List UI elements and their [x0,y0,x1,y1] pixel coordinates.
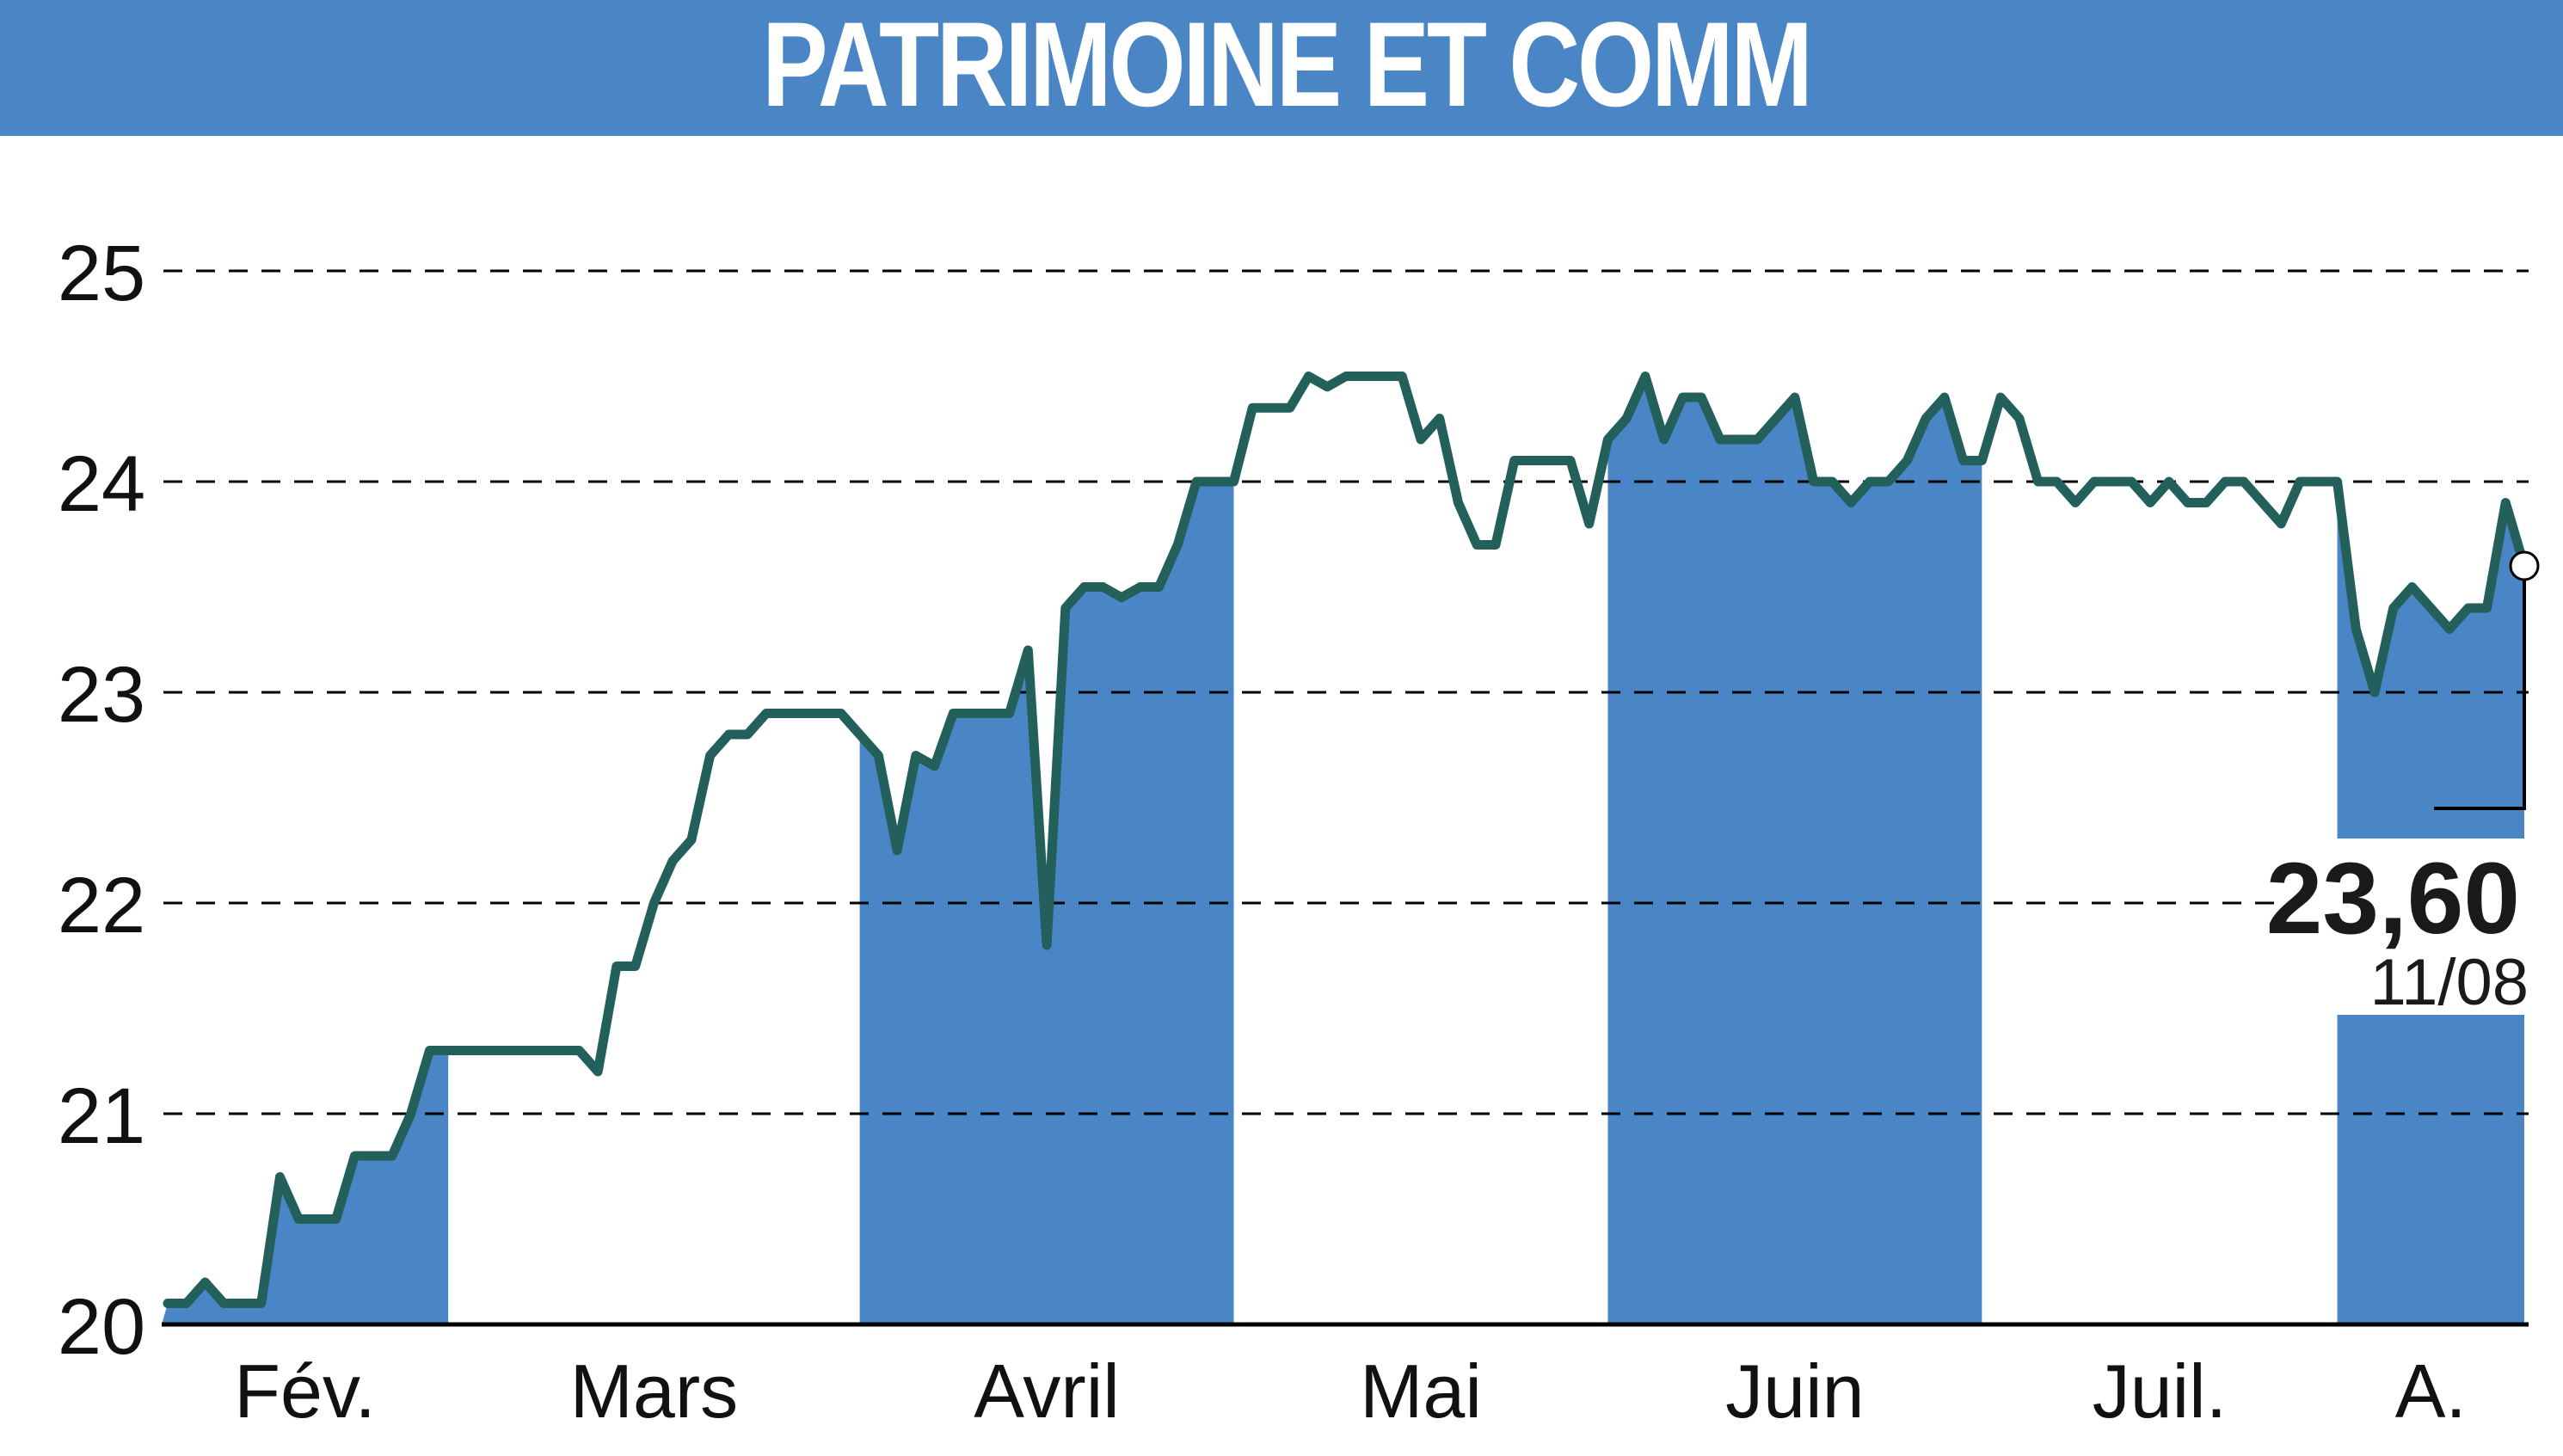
month-bands [162,376,2524,1324]
last-value-label: 23,60 [2266,842,2520,955]
x-month-label: Juil. [2093,1348,2228,1434]
last-value-annotation: 23,60 11/08 [2266,550,2563,1019]
y-tick-label: 21 [58,1072,145,1160]
title-bar [0,0,2563,136]
price-line [163,372,2529,1308]
y-tick-label: 24 [58,440,145,528]
grid-lines [162,269,2529,1327]
x-month-label: Avril [974,1348,1120,1434]
last-label-background [2279,839,2563,1015]
last-date-label: 11/08 [2369,946,2529,1019]
x-month-label: Juin [1725,1348,1864,1434]
x-month-label: Mai [1360,1348,1482,1434]
y-tick-label: 20 [58,1283,145,1371]
month-band-4 [1607,376,1982,1324]
y-tick-label: 23 [58,651,145,739]
last-point-marker [2509,550,2540,581]
month-band-0 [162,1050,449,1324]
chart-title: PATRIMOINE ET COMM [762,0,1813,132]
x-month-label: A. [2395,1348,2467,1434]
leader-line [2434,580,2526,810]
y-axis-ticks: 20 21 22 23 24 25 [58,230,145,1371]
x-month-label: Mars [570,1348,739,1434]
y-tick-label: 22 [58,862,145,949]
x-month-label: Fév. [234,1348,376,1434]
y-tick-label: 25 [58,230,145,317]
x-axis-month-labels: Fév. Mars Avril Mai Juin Juil. A. [234,1348,2467,1434]
